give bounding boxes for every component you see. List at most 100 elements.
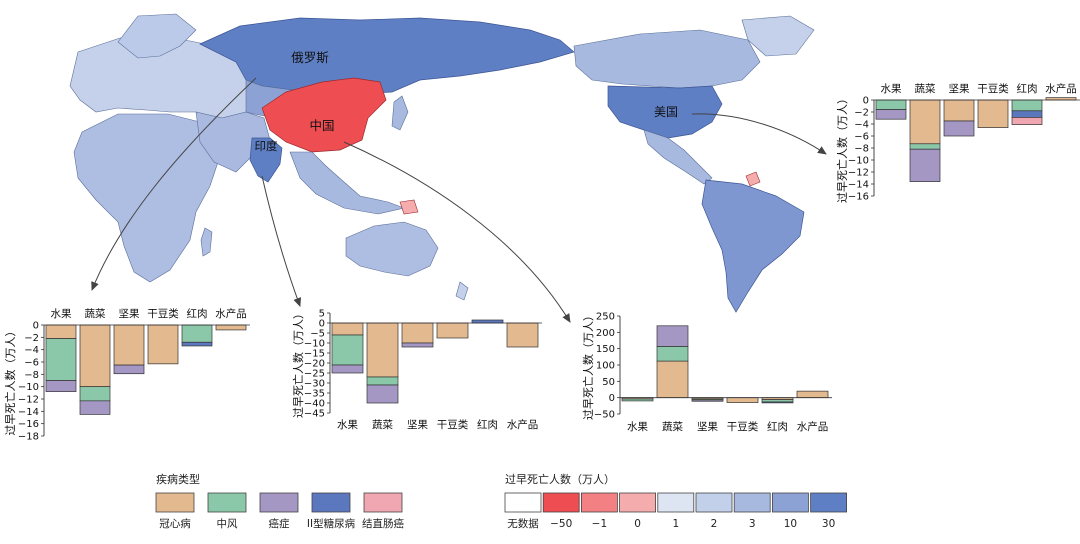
chart-category-label: 蔬菜 [85,308,106,320]
death-legend-label: 10 [784,518,797,530]
chart-category-label: 蔬菜 [915,83,936,95]
bar-segment [113,364,145,375]
death-legend-swatch [542,492,580,513]
australia-shape [345,221,439,277]
bar-segment [1011,99,1043,112]
chart-category-label: 红肉 [767,420,788,433]
usa-shape [607,85,723,139]
bar-segment [471,319,504,324]
chart-y-tick-label: 50 [602,377,615,388]
chart-y-tick-label: −25 [304,369,325,380]
chart-y-tick-label: −40 [304,399,325,410]
arrow-india-1 [91,77,257,291]
bar-segment [1011,117,1043,125]
chart-category-label: 红肉 [187,307,208,320]
chart-y-label: 过早死亡人数（万人） [291,308,305,418]
bar-segment [656,325,689,347]
chart-y-tick-label: −50 [594,410,615,421]
death-legend-label: 3 [749,518,756,530]
death-legend-swatch [504,492,542,513]
bar-segment [331,364,364,374]
country-label-russia: 俄罗斯 [291,50,329,65]
bar-segment [909,99,941,145]
new-guinea-shape [399,199,419,215]
chart-category-label: 坚果 [949,83,970,95]
chart-category-label: 干豆类 [437,418,469,431]
chart-category-label: 水果 [881,83,902,95]
chart-y-tick-label: −18 [18,432,39,443]
bar-segment [45,338,77,381]
country-label-india: 印度 [255,139,278,153]
death-legend-title: 过早死亡人数（万人） [505,472,615,486]
bar-segment [401,322,434,344]
bar-segment [79,386,111,402]
bar-segment [45,324,77,339]
bar-segment [401,342,434,348]
chart-y-tick-label: −12 [848,168,869,179]
world-map [69,13,815,313]
bar-segment [79,324,111,388]
chart-y-tick-label: −10 [848,156,869,167]
bar-segment [436,322,469,339]
india-shape [249,137,283,183]
disease-legend-swatch [155,492,195,513]
bar-segment [875,109,907,120]
disease-legend-label: 结直肠癌 [362,517,404,530]
africa-region [73,113,223,283]
china-shape [261,77,387,153]
death-legend-swatch [581,492,618,513]
chart-category-label: 水果 [337,419,358,431]
bar-segment [366,384,399,404]
chart-category-label: 水产品 [215,307,247,320]
chart-category-label: 水产品 [797,420,829,433]
chart-category-label: 水果 [627,421,648,433]
death-legend-label: 30 [822,518,835,530]
chart-y-tick-label: −45 [304,409,325,420]
bar-segment [943,99,975,122]
death-legend-label: 1 [672,518,679,530]
disease-legend-swatch [207,492,247,513]
chart-y-tick-label: −2 [24,333,39,344]
chart-y-label: 过早死亡人数（万人） [581,310,595,420]
chart-y-tick-label: −20 [304,359,325,370]
death-legend-swatch [733,492,771,513]
death-legend-swatch [810,492,847,513]
death-legend-swatch [772,492,809,513]
southeast-asia-region [289,151,406,215]
bar-segment [656,346,689,362]
bar-segment [1011,110,1043,118]
death-legend-items: 无数据 −50 −1 0 1 2 3 10 30 [504,492,847,530]
chart-y-tick-label: 200 [596,328,615,339]
chart-y-tick-label: 0 [609,393,615,404]
disease-legend-label: II型糖尿病 [307,517,356,530]
chart-y-label: 过早死亡人数（万人） [835,93,849,203]
chart-y-tick-label: −5 [310,329,325,340]
disease-legend-items: 冠心病 中风 癌症 II型糖尿病 结直肠癌 [155,492,404,530]
greenland-shape [741,15,815,57]
arrow-china [343,141,571,323]
bar-segment [909,143,941,150]
bar-segment [621,398,654,402]
chart-y-tick-label: −4 [24,345,39,356]
disease-legend-label: 中风 [217,517,238,530]
country-labels: 俄罗斯 中国 印度 美国 [255,50,679,153]
chart-y-tick-label: 0 [33,321,39,332]
chart-category-label: 坚果 [407,419,428,431]
disease-legend-swatch [363,492,403,513]
bar-segment [691,399,724,402]
bar-segment [977,99,1009,128]
death-legend-label: −50 [550,518,572,530]
chart-y-tick-label: 250 [596,312,615,323]
chart-y-tick-label: −35 [304,389,325,400]
death-legend-label: −1 [592,518,607,530]
chart-y-tick-label: −14 [848,180,869,191]
bar-segment [331,322,364,336]
chart-category-label: 红肉 [1017,82,1038,95]
death-legend: 过早死亡人数（万人） 无数据 −50 −1 0 1 2 3 10 30 [504,472,847,530]
chart-y-tick-label: 0 [863,96,869,107]
disease-legend-title: 疾病类型 [156,472,200,486]
